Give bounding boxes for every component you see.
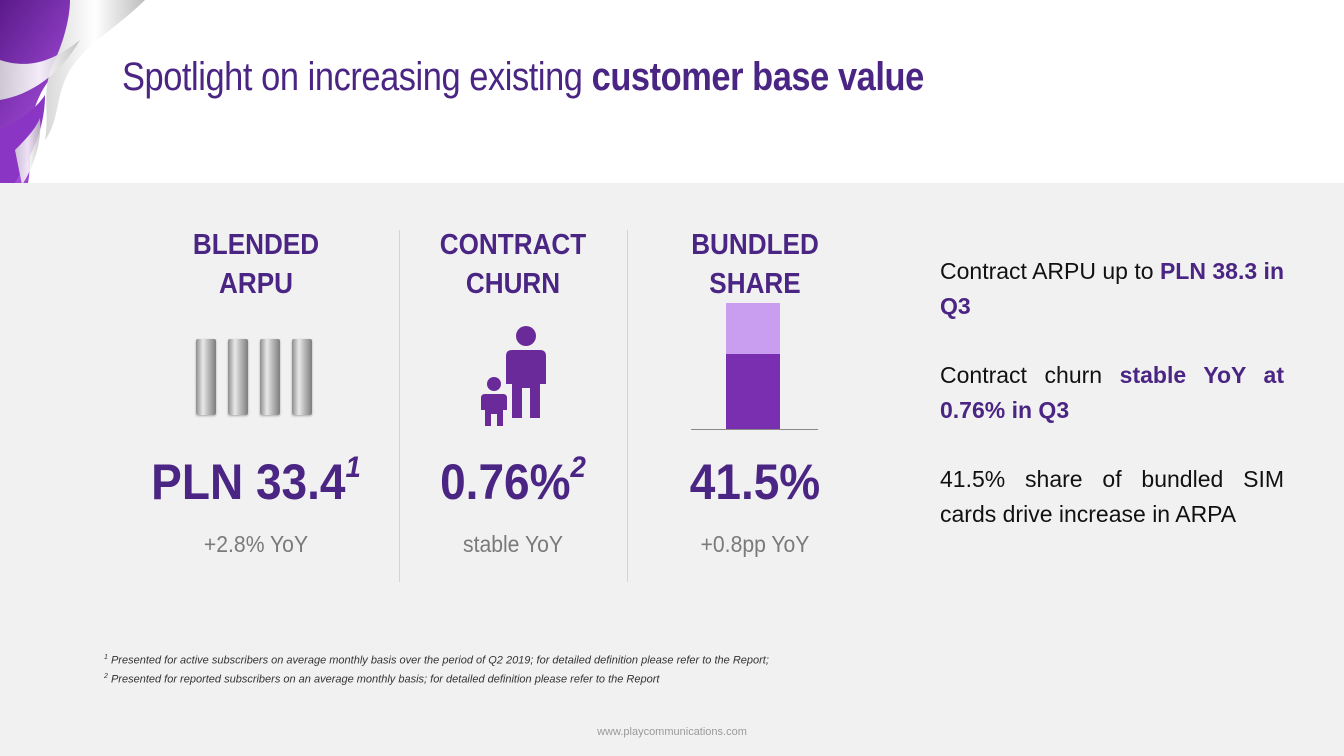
bundled-share-bar-icon [691,303,818,430]
kpi-value-text: 41.5% [689,454,821,510]
footnote-text: Presented for active subscribers on aver… [107,654,769,667]
kpi-blended-arpu: BLENDED ARPU PLN 33.41 +2.8% YoY [140,183,372,756]
highlights-list: Contract ARPU up to PLN 38.3 in Q3 Contr… [940,254,1284,566]
arpu-bar [292,339,312,415]
kpi-change: +0.8pp YoY [700,531,810,557]
kpi-value: 0.76%2 [409,451,617,511]
arpu-bar [196,339,216,415]
footnote-ref: 2 [570,451,586,485]
kpi-heading-line2: SHARE [709,268,801,300]
highlight-text: Contract churn [940,362,1120,388]
kpi-contract-churn: CONTRACT CHURN 0.76%2 stable YoY [400,183,626,756]
bar-stack-icon [196,339,316,415]
highlight-emphasis: stable YoY at 0.76% in Q3 [940,362,1284,423]
title-bold: customer base value [591,55,925,99]
kpi-heading-line2: ARPU [219,268,293,300]
title-regular: Spotlight on increasing existing [122,55,592,99]
footnotes: 1 Presented for active subscribers on av… [104,650,769,687]
footnote-ref: 1 [345,451,361,485]
kpi-heading-line1: BUNDLED [691,229,819,261]
kpi-heading-line1: BLENDED [192,229,320,261]
footnote-number: 2 [104,672,108,680]
content-panel: BLENDED ARPU PLN 33.41 +2.8% YoY CONTRAC… [0,183,1344,756]
footnote-number: 1 [104,654,108,661]
kpi-change: +2.8% YoY [203,531,309,557]
parent-child-icon [481,326,546,426]
bundled-share-bar-fill [726,354,780,429]
highlight-text: Contract ARPU up to [940,258,1160,284]
highlight-text: 41.5% share of bundled SIM cards drive i… [940,466,1284,527]
bundled-share-baseline [691,429,818,430]
highlight-item: Contract churn stable YoY at 0.76% in Q3 [940,358,1284,428]
highlight-item: 41.5% share of bundled SIM cards drive i… [940,462,1284,532]
kpi-value: 41.5% [649,453,861,511]
footnote: 1 Presented for active subscribers on av… [104,650,769,669]
website-url: www.playcommunications.com [597,726,747,738]
column-divider [399,230,400,582]
kpi-value: PLN 33.41 [149,451,362,511]
column-divider [627,230,628,582]
kpi-heading-line2: CHURN [465,268,561,300]
slide-title: Spotlight on increasing existing custome… [122,55,924,100]
slide-header: Spotlight on increasing existing custome… [0,0,1344,205]
highlight-item: Contract ARPU up to PLN 38.3 in Q3 [940,254,1284,324]
highlight-emphasis: PLN 38.3 in Q3 [940,258,1284,319]
kpi-change: stable YoY [462,531,564,557]
footnote-text: Presented for reported subscribers on an… [107,673,660,686]
kpi-bundled-share: BUNDLED SHARE 41.5% +0.8pp YoY [640,183,870,756]
arpu-bar [228,339,248,415]
kpi-value-text: 0.76% [440,454,571,510]
footnote: 2 Presented for reported subscribers on … [104,669,769,688]
kpi-heading: BUNDLED SHARE [652,226,859,304]
kpi-heading-line1: CONTRACT [439,229,587,261]
arpu-bar [260,339,280,415]
kpi-heading: CONTRACT CHURN [411,226,614,304]
kpi-value-text: PLN 33.4 [151,454,346,510]
play-logo-swirl-icon [0,0,145,205]
kpi-heading: BLENDED ARPU [152,226,361,304]
